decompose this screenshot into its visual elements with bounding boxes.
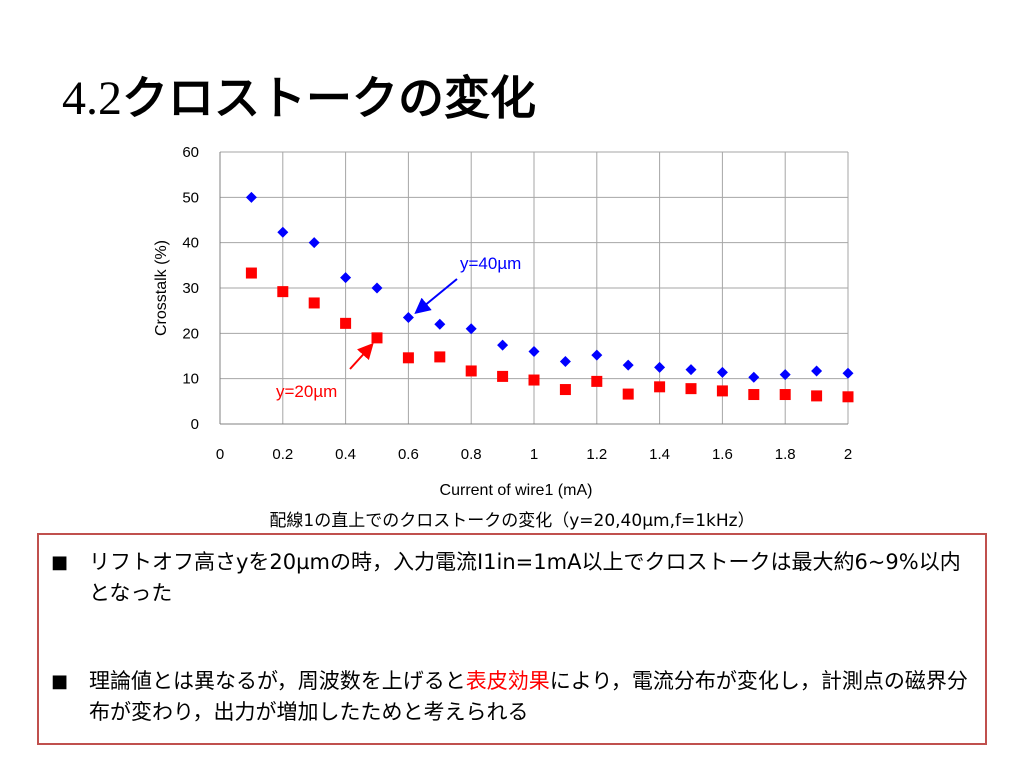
data-point-square	[559, 384, 571, 396]
annotation-y20-label: y=20µm	[276, 382, 337, 401]
data-point-diamond	[277, 226, 289, 238]
data-point-square	[748, 389, 760, 401]
bullet-item-2: ■ 理論値とは異なるが，周波数を上げると表皮効果により，電流分布が変化し，計測点…	[51, 666, 971, 728]
data-point-square	[716, 385, 728, 397]
data-point-square	[277, 286, 289, 298]
data-point-diamond	[559, 355, 571, 367]
bullet-item-1: ■ リフトオフ高さyを20µmの時，入力電流I1in=1mA以上でクロストークは…	[51, 547, 971, 609]
data-point-square	[434, 351, 446, 363]
data-point-diamond	[716, 366, 728, 378]
data-point-square	[654, 381, 666, 393]
data-point-diamond	[402, 311, 414, 323]
annotation-y40-arrow	[414, 278, 458, 315]
data-point-diamond	[685, 364, 697, 376]
x-tick-label: 1.2	[586, 446, 607, 463]
data-point-diamond	[308, 237, 320, 249]
data-point-diamond	[811, 365, 823, 377]
x-tick-label: 0.4	[335, 446, 356, 463]
data-point-diamond	[748, 371, 760, 383]
slide-title: 4.2クロストークの変化	[62, 62, 536, 128]
y-tick-label: 0	[191, 416, 199, 433]
slide-title-text: クロストークの変化	[122, 71, 536, 125]
data-point-diamond	[434, 318, 446, 330]
data-point-diamond	[622, 359, 634, 371]
data-point-diamond	[465, 323, 477, 335]
notes-box: ■ リフトオフ高さyを20µmの時，入力電流I1in=1mA以上でクロストークは…	[37, 533, 987, 745]
data-point-square	[622, 388, 634, 400]
data-point-square	[591, 375, 603, 387]
data-point-square	[340, 317, 352, 329]
data-point-square	[528, 374, 540, 386]
crosstalk-chart: 0 0.2 0.4 0.6 0.8 1 1.2 1.4 1.6 1.8 20102030405060…	[153, 144, 854, 499]
y-tick-label: 20	[182, 325, 199, 342]
x-tick-label: 0.2	[272, 446, 293, 463]
data-point-square	[811, 390, 823, 402]
y-axis-label: Crosstalk (%)	[153, 240, 170, 336]
data-point-diamond	[497, 339, 509, 351]
y-tick-label: 50	[182, 189, 199, 206]
data-point-square	[371, 332, 383, 344]
y-tick-label: 60	[182, 144, 199, 161]
data-point-diamond	[654, 361, 666, 373]
y-tick-label: 40	[182, 235, 199, 252]
bullet-text-2-after: により，電流分布が変化し，計測点の磁界分布が変わり，出力が増加したためと考えられ…	[89, 669, 968, 724]
bullet-text-2: 理論値とは異なるが，周波数を上げると表皮効果により，電流分布が変化し，計測点の磁…	[89, 666, 971, 728]
bullet-square-icon: ■	[51, 552, 69, 573]
bullet-text-2-before: 理論値とは異なるが，周波数を上げると	[89, 669, 466, 693]
annotation-y20-arrow	[349, 342, 374, 370]
data-point-square	[842, 391, 854, 403]
x-tick-label: 2	[844, 446, 852, 463]
data-point-square	[465, 365, 477, 377]
data-point-square	[779, 389, 791, 401]
x-tick-label: 0.8	[461, 446, 482, 463]
x-axis-label: Current of wire1 (mA)	[440, 482, 593, 499]
data-point-diamond	[842, 367, 854, 379]
chart-caption: 配線1の直上でのクロストークの変化（y=20,40µm,f=1kHz）	[269, 511, 755, 531]
data-point-square	[402, 352, 414, 364]
data-point-diamond	[371, 282, 383, 294]
data-point-diamond	[340, 272, 352, 284]
x-tick-label: 1	[530, 446, 538, 463]
bullet-square-icon: ■	[51, 671, 69, 692]
bullet-text-1: リフトオフ高さyを20µmの時，入力電流I1in=1mA以上でクロストークは最大…	[89, 550, 961, 605]
data-point-diamond	[245, 191, 257, 203]
slide-title-number: 4.2	[62, 72, 122, 125]
data-point-diamond	[779, 369, 791, 381]
annotation-y40-label: y=40µm	[460, 254, 521, 273]
x-tick-label: 1.4	[649, 446, 670, 463]
y-tick-label: 30	[182, 280, 199, 297]
data-point-square	[497, 370, 509, 382]
x-tick-label: 1.8	[775, 446, 796, 463]
data-point-square	[245, 267, 257, 279]
data-point-square	[308, 297, 320, 309]
x-tick-label: 0	[216, 446, 224, 463]
data-point-diamond	[591, 349, 603, 361]
x-tick-label: 0.6	[398, 446, 419, 463]
y-tick-label: 10	[182, 371, 199, 388]
data-point-square	[685, 383, 697, 395]
skin-effect-highlight: 表皮効果	[465, 669, 550, 693]
x-tick-label: 1.6	[712, 446, 733, 463]
data-point-diamond	[528, 345, 540, 357]
